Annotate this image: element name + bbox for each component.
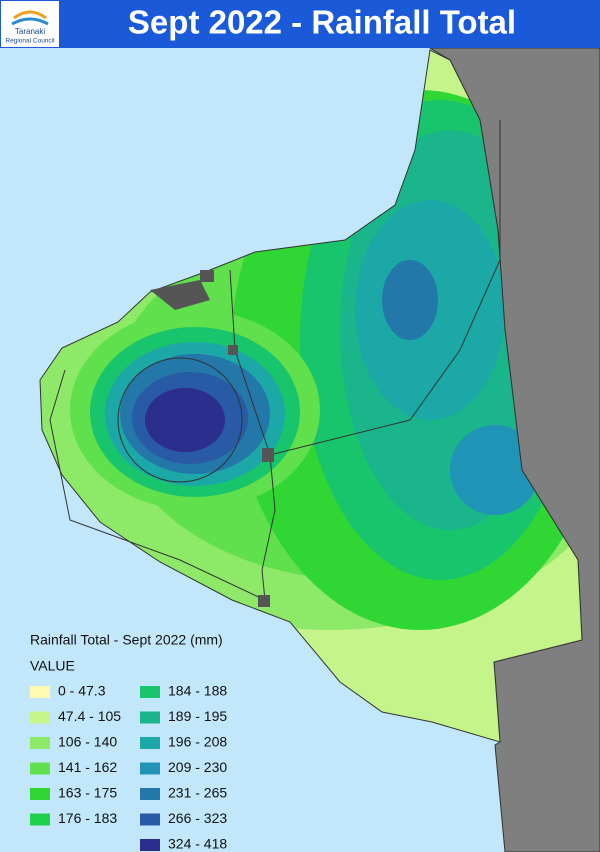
legend-label: 266 - 323 [168,810,227,826]
legend-label: 324 - 418 [168,836,227,852]
legend-label: 196 - 208 [168,734,227,750]
legend: 0 - 47.3 47.4 - 105 106 - 140 141 - 162 163 … [30,683,227,852]
legend-swatch [140,839,160,851]
legend-label: 141 - 162 [58,759,117,775]
legend-swatch [140,762,160,775]
legend-label: 47.4 - 105 [58,708,121,724]
legend-swatch [140,813,160,826]
legend-swatch [30,737,50,749]
legend-label: 176 - 183 [58,810,117,826]
legend-label: 209 - 230 [168,759,227,775]
legend-swatch [30,711,50,724]
legend-swatch [30,788,50,800]
legend-title: Rainfall Total - Sept 2022 (mm) [30,632,223,648]
legend-swatch [30,813,50,826]
legend-label: 163 - 175 [58,785,117,801]
legend-swatch [140,711,160,724]
legend-label: 0 - 47.3 [58,683,106,699]
title-bar [0,0,600,48]
logo-text: Taranaki [15,27,45,36]
logo [1,1,59,47]
legend-label: 106 - 140 [58,734,117,750]
legend-label: 184 - 188 [168,683,227,699]
logo-text: Regional Council [5,38,55,45]
legend-label: 189 - 195 [168,708,227,724]
legend-swatch [30,762,50,775]
title: Sept 2022 - Rainfall Total [128,4,516,41]
legend-label: 231 - 265 [168,785,227,801]
legend-swatch [140,788,160,800]
legend-swatch [140,737,160,749]
legend-swatch [30,686,50,698]
roads [49,120,501,601]
legend-swatch [140,686,160,698]
towns [150,270,274,607]
legend-subtitle: VALUE [30,658,75,674]
